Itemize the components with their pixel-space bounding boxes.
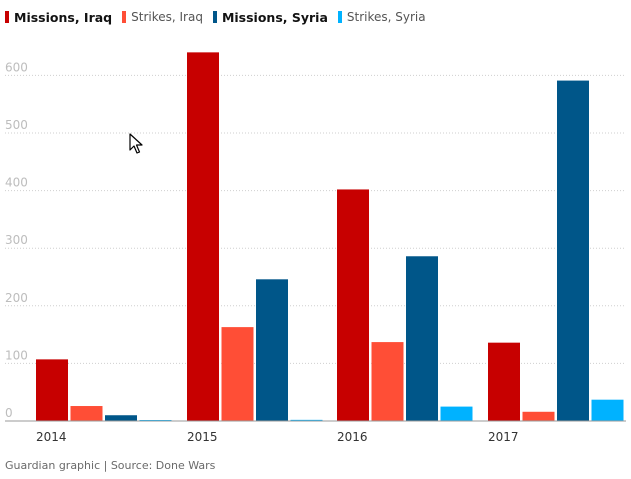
x-tick-label: 2015 xyxy=(187,430,218,444)
bar xyxy=(290,419,323,421)
bar xyxy=(371,342,404,421)
legend-label: Missions, Syria xyxy=(221,9,328,25)
bar xyxy=(488,342,520,421)
legend: Missions, Iraq Strikes, Iraq Missions, Syr… xyxy=(5,7,436,27)
legend-swatch xyxy=(212,11,217,23)
legend-item: Missions, Iraq xyxy=(5,10,112,25)
y-tick-label: 300 xyxy=(5,233,28,247)
bars xyxy=(36,52,624,422)
x-tick-label: 2017 xyxy=(488,430,519,444)
bar xyxy=(440,406,473,421)
legend-label: Strikes, Iraq xyxy=(131,10,203,24)
bar xyxy=(221,327,254,421)
bar xyxy=(406,256,438,421)
bar xyxy=(256,279,288,421)
y-tick-label: 500 xyxy=(5,118,28,132)
y-tick-label: 400 xyxy=(5,176,28,190)
bar xyxy=(591,399,624,421)
y-tick-label: 600 xyxy=(5,60,28,74)
source-caption: Guardian graphic | Source: Done Wars xyxy=(5,459,216,472)
legend-swatch xyxy=(337,11,342,23)
legend-item: Strikes, Iraq xyxy=(122,10,203,24)
legend-item: Missions, Syria xyxy=(212,9,328,25)
x-tick-label: 2014 xyxy=(36,430,67,444)
y-tick-label: 0 xyxy=(5,406,13,420)
legend-swatch xyxy=(5,11,9,23)
x-tick-label: 2016 xyxy=(337,430,368,444)
bar xyxy=(187,52,219,422)
bar xyxy=(70,406,103,421)
bar xyxy=(337,189,369,421)
bar xyxy=(36,359,68,421)
bar xyxy=(557,80,589,422)
y-tick-label: 200 xyxy=(5,291,28,305)
x-axis-tick-labels: 2014 2015 2016 2017 xyxy=(36,430,519,444)
y-tick-label: 100 xyxy=(5,348,28,362)
gridlines xyxy=(5,74,626,364)
legend-label: Strikes, Syria xyxy=(346,10,426,24)
bar xyxy=(105,415,137,421)
mouse-pointer-icon xyxy=(129,133,143,154)
legend-swatch xyxy=(122,11,127,23)
legend-item: Strikes, Syria xyxy=(337,10,426,24)
bar xyxy=(522,411,555,421)
y-axis-tick-labels: 0 100 200 300 400 500 600 xyxy=(5,60,28,420)
legend-label: Missions, Iraq xyxy=(14,9,113,25)
